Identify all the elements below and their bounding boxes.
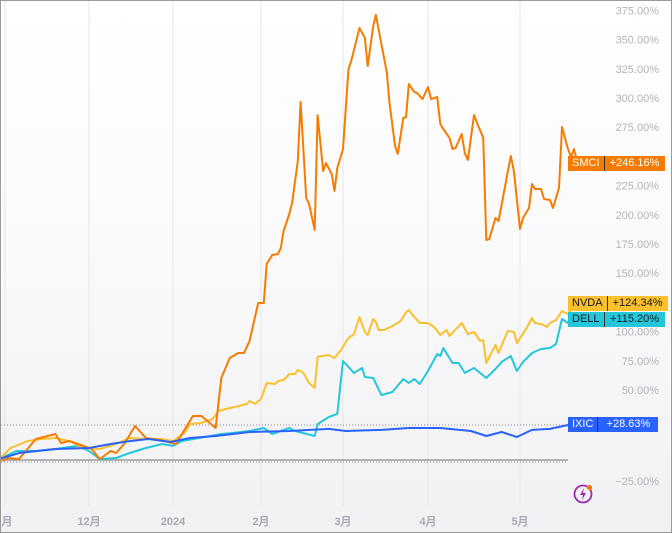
y-tick-label: 350.00% [616, 35, 660, 47]
y-tick-label: 225.00% [616, 181, 660, 193]
x-tick-label: 4月 [419, 515, 436, 528]
smci-price-label: SMCI +246.16% [568, 156, 665, 171]
x-tick-label: 2024 [161, 516, 186, 528]
x-tick-label: 2月 [252, 515, 269, 528]
label-symbol: IXIC [568, 417, 599, 432]
y-tick-label: 375.00% [616, 5, 660, 17]
y-tick-label: 325.00% [616, 64, 660, 76]
dell-price-label: DELL +115.20% [568, 312, 665, 327]
label-value: +124.34% [612, 297, 663, 309]
ixic-series-line[interactable] [1, 424, 577, 460]
y-tick-label: −25.00% [615, 476, 659, 488]
dell-series-line[interactable] [1, 313, 578, 460]
y-tick-label: 50.00% [622, 385, 660, 397]
label-value: +115.20% [610, 313, 660, 325]
label-value: +28.63% [606, 418, 651, 430]
label-symbol: SMCI [568, 156, 605, 171]
y-tick-label: 175.00% [616, 239, 660, 251]
label-symbol: DELL [568, 312, 605, 327]
y-tick-label: 200.00% [616, 210, 660, 222]
nvda-price-label: NVDA +124.34% [568, 296, 668, 311]
ixic-price-label: IXIC +28.63% [568, 417, 659, 432]
label-symbol: NVDA [568, 296, 608, 311]
x-tick-label: 12月 [77, 515, 100, 528]
x-tick-label: 5月 [511, 515, 528, 528]
y-tick-label: 75.00% [622, 356, 660, 368]
y-tick-label: 100.00% [616, 327, 660, 339]
label-value: +246.16% [609, 157, 660, 169]
nvda-series-line[interactable] [1, 302, 578, 459]
lightning-icon[interactable] [573, 483, 593, 504]
smci-series-line[interactable] [1, 14, 578, 462]
y-tick-label: 150.00% [616, 268, 660, 280]
y-tick-label: 275.00% [616, 122, 660, 134]
x-tick-label: 3月 [334, 515, 351, 528]
x-tick-label: 月 [1, 515, 13, 528]
y-tick-label: 300.00% [616, 93, 660, 105]
